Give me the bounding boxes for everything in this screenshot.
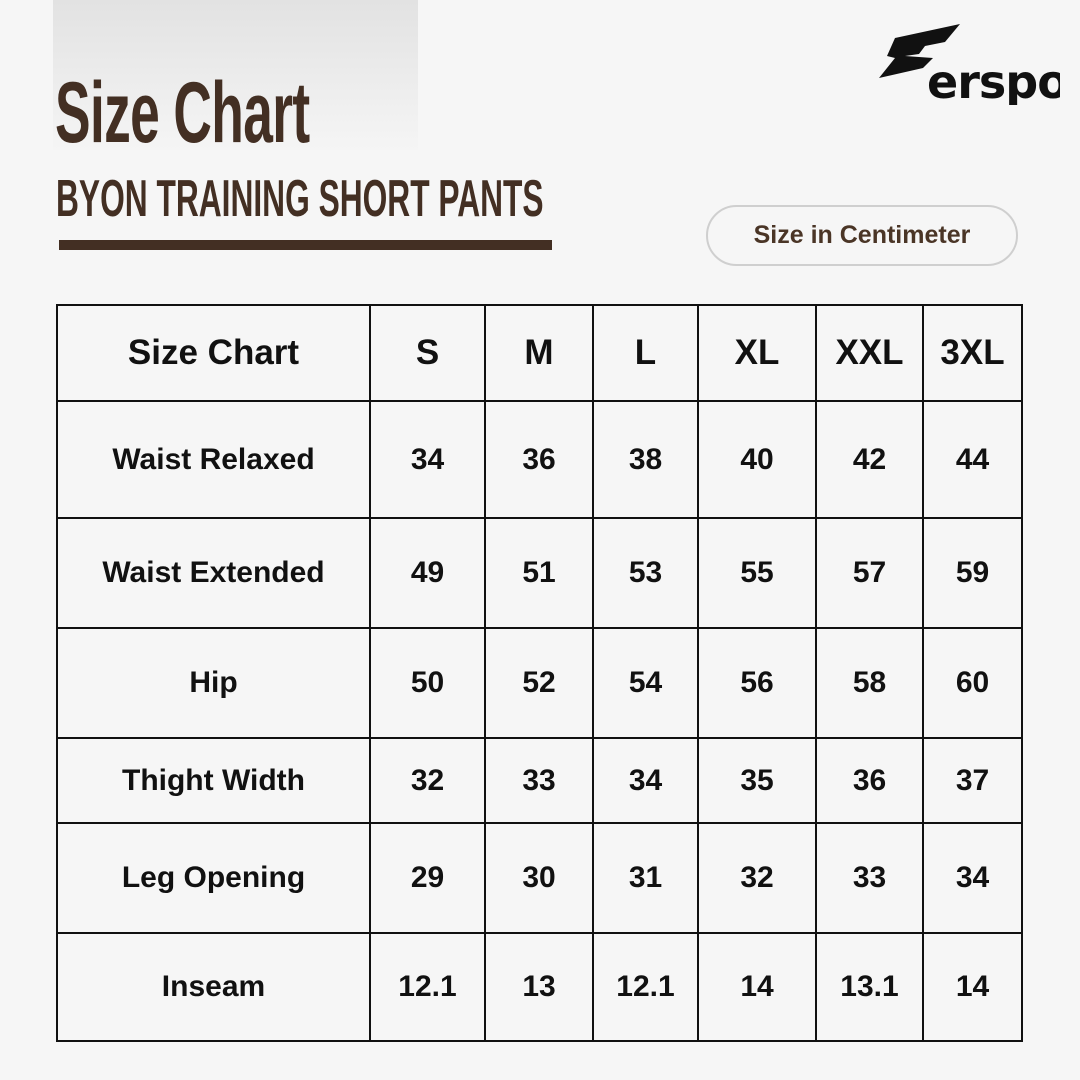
cell: 12.1 (592, 932, 699, 1042)
erspo-logo: erspo (879, 24, 1060, 105)
cell: 37 (922, 737, 1023, 824)
cell: 42 (815, 400, 924, 519)
size-table: Size Chart S M L XL XXL 3XL Waist Relaxe… (56, 304, 1023, 1042)
row-label: Hip (56, 627, 371, 739)
cell: 44 (922, 400, 1023, 519)
table-row: Waist Relaxed 34 36 38 40 42 44 (56, 400, 1023, 519)
cell: 55 (697, 517, 817, 629)
svg-text:erspo: erspo (927, 55, 1060, 105)
cell: 13 (484, 932, 594, 1042)
cell: 49 (369, 517, 486, 629)
cell: 33 (815, 822, 924, 934)
header-cell: XL (697, 304, 817, 402)
title-underline (59, 240, 552, 250)
header-cell: L (592, 304, 699, 402)
row-label: Waist Extended (56, 517, 371, 629)
row-label: Inseam (56, 932, 371, 1042)
header-cell: XXL (815, 304, 924, 402)
table-row: Waist Extended 49 51 53 55 57 59 (56, 517, 1023, 629)
table-header-row: Size Chart S M L XL XXL 3XL (56, 304, 1023, 402)
cell: 58 (815, 627, 924, 739)
cell: 53 (592, 517, 699, 629)
table-row: Hip 50 52 54 56 58 60 (56, 627, 1023, 739)
product-name: BYON TRAINING SHORT PANTS (56, 170, 544, 228)
table-row: Thight Width 32 33 34 35 36 37 (56, 737, 1023, 824)
cell: 30 (484, 822, 594, 934)
cell: 14 (697, 932, 817, 1042)
cell: 34 (592, 737, 699, 824)
cell: 60 (922, 627, 1023, 739)
row-label: Leg Opening (56, 822, 371, 934)
header-cell: M (484, 304, 594, 402)
cell: 52 (484, 627, 594, 739)
cell: 50 (369, 627, 486, 739)
cell: 14 (922, 932, 1023, 1042)
cell: 31 (592, 822, 699, 934)
table-row: Leg Opening 29 30 31 32 33 34 (56, 822, 1023, 934)
row-label: Thight Width (56, 737, 371, 824)
page-title: Size Chart (55, 65, 310, 161)
header-cell: Size Chart (56, 304, 371, 402)
cell: 32 (697, 822, 817, 934)
unit-badge: Size in Centimeter (706, 205, 1018, 266)
cell: 34 (369, 400, 486, 519)
cell: 57 (815, 517, 924, 629)
cell: 35 (697, 737, 817, 824)
cell: 51 (484, 517, 594, 629)
header-background (53, 0, 418, 150)
cell: 59 (922, 517, 1023, 629)
cell: 38 (592, 400, 699, 519)
cell: 32 (369, 737, 486, 824)
table-row: Inseam 12.1 13 12.1 14 13.1 14 (56, 932, 1023, 1042)
cell: 36 (815, 737, 924, 824)
cell: 40 (697, 400, 817, 519)
cell: 12.1 (369, 932, 486, 1042)
row-label: Waist Relaxed (56, 400, 371, 519)
cell: 29 (369, 822, 486, 934)
cell: 56 (697, 627, 817, 739)
cell: 54 (592, 627, 699, 739)
cell: 33 (484, 737, 594, 824)
cell: 36 (484, 400, 594, 519)
cell: 34 (922, 822, 1023, 934)
header-cell: 3XL (922, 304, 1023, 402)
cell: 13.1 (815, 932, 924, 1042)
header-cell: S (369, 304, 486, 402)
